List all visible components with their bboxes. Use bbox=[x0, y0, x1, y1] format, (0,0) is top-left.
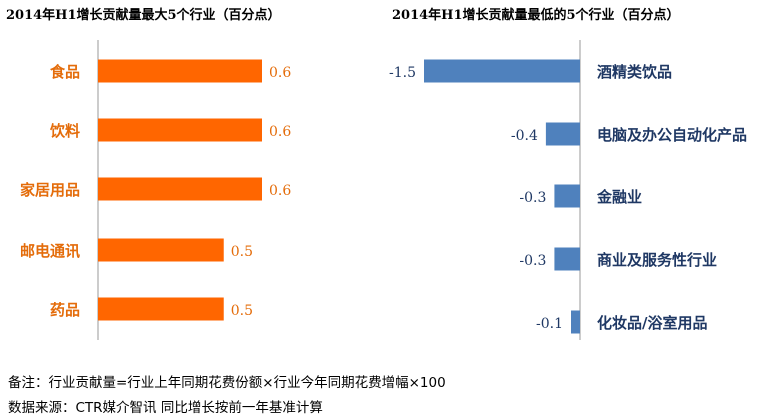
left-bar-2 bbox=[98, 177, 262, 201]
footnote: 备注：行业贡献量=行业上年同期花费份额×行业今年同期花费增幅×100 bbox=[8, 375, 446, 391]
right-bar-2 bbox=[554, 184, 580, 208]
right-bar-3 bbox=[554, 247, 580, 271]
left-value-label-1: 0.6 bbox=[269, 124, 291, 140]
right-chart-title: 2014年H1增长贡献量最低的5个行业（百分点） bbox=[392, 8, 680, 23]
right-value-label-4: -0.1 bbox=[536, 316, 563, 332]
left-category-label-3: 邮电通讯 bbox=[20, 242, 80, 260]
bar-charts: 食品 0.6 饮料 0.6 家居用品 0.6 邮电通讯 0.5 药品 0.5 -1.5 酒精类饮品 -0… bbox=[20, 40, 747, 340]
right-value-label-2: -0.3 bbox=[519, 190, 546, 206]
right-category-label-3: 商业及服务性行业 bbox=[597, 251, 717, 269]
right-value-label-3: -0.3 bbox=[519, 253, 546, 269]
left-value-label-0: 0.6 bbox=[269, 65, 291, 81]
left-bar-4 bbox=[98, 297, 224, 321]
right-category-label-4: 化妆品/浴室用品 bbox=[597, 314, 707, 332]
left-bar-0 bbox=[98, 59, 262, 83]
right-category-label-0: 酒精类饮品 bbox=[597, 63, 672, 81]
right-bar-0 bbox=[424, 59, 580, 83]
left-chart-title: 2014年H1增长贡献量最大5个行业（百分点） bbox=[6, 8, 281, 23]
left-bar-1 bbox=[98, 118, 262, 142]
right-category-label-1: 电脑及办公自动化产品 bbox=[597, 126, 747, 144]
right-bar-4 bbox=[571, 310, 580, 334]
left-category-label-0: 食品 bbox=[50, 63, 80, 81]
left-category-label-2: 家居用品 bbox=[20, 181, 80, 199]
left-value-label-2: 0.6 bbox=[269, 183, 291, 199]
left-value-label-4: 0.5 bbox=[231, 303, 253, 319]
left-category-label-1: 饮料 bbox=[49, 122, 80, 140]
right-value-label-0: -1.5 bbox=[389, 65, 416, 81]
data-source: 数据来源：CTR媒介智讯 同比增长按前一年基准计算 bbox=[8, 400, 323, 416]
right-value-label-1: -0.4 bbox=[511, 128, 538, 144]
left-bar-3 bbox=[98, 238, 224, 262]
left-category-label-4: 药品 bbox=[50, 301, 80, 319]
right-category-label-2: 金融业 bbox=[596, 188, 642, 206]
left-value-label-3: 0.5 bbox=[231, 244, 253, 260]
right-bar-1 bbox=[545, 122, 580, 146]
